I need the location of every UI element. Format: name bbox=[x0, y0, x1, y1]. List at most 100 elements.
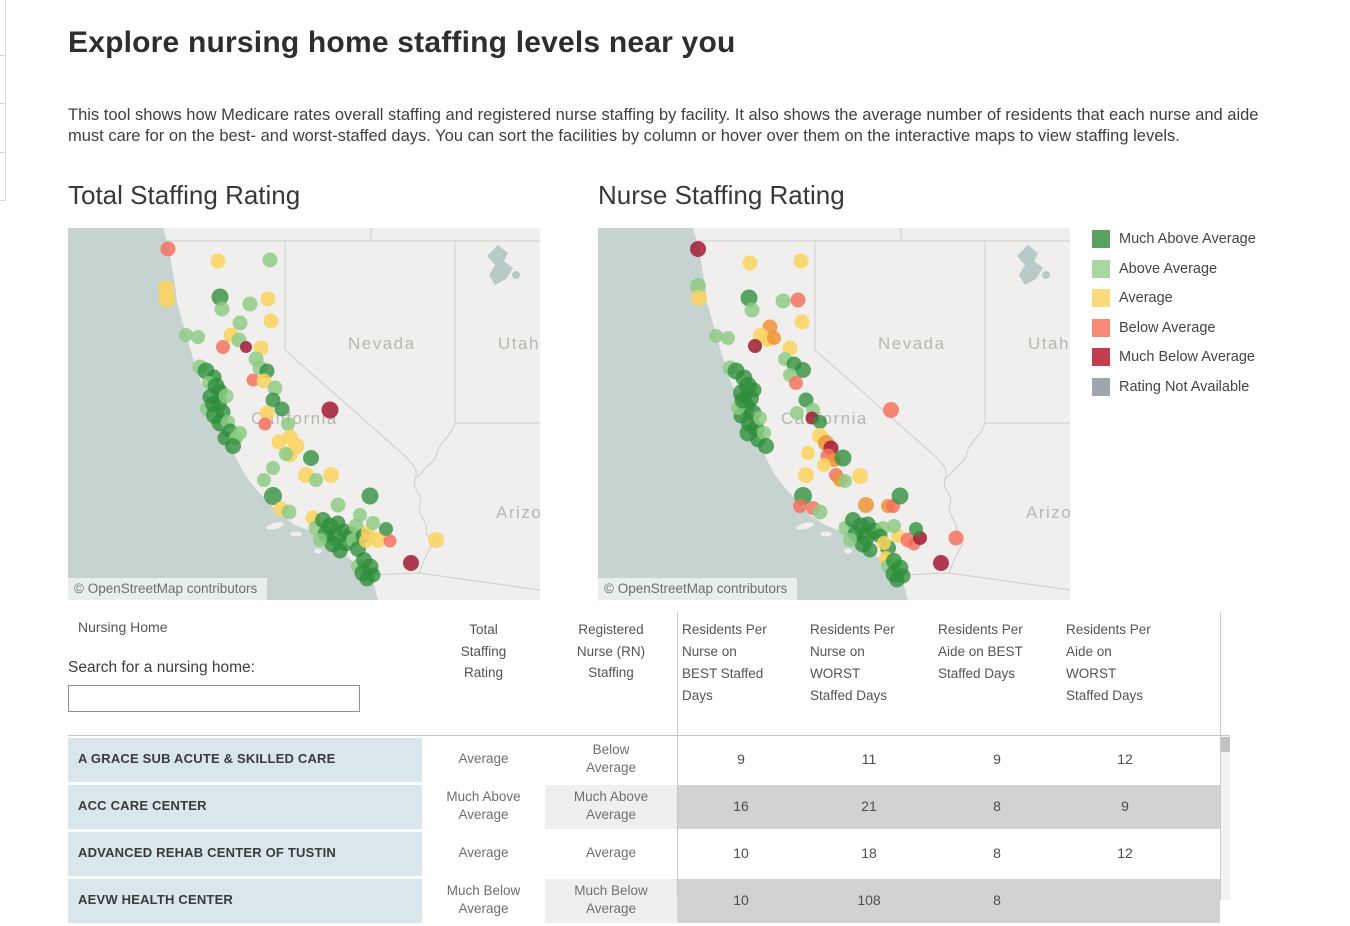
facility-dot[interactable] bbox=[323, 467, 339, 483]
facility-dot[interactable] bbox=[303, 450, 319, 466]
facility-dot[interactable] bbox=[263, 313, 279, 329]
facility-dot[interactable] bbox=[233, 426, 247, 440]
facility-dot[interactable] bbox=[313, 533, 327, 547]
legend-item[interactable]: Below Average bbox=[1092, 318, 1256, 337]
facility-dot[interactable] bbox=[205, 396, 221, 412]
facility-dot[interactable] bbox=[746, 382, 762, 398]
facility-dot[interactable] bbox=[240, 341, 252, 353]
facility-dot[interactable] bbox=[812, 504, 828, 520]
facility-dot[interactable] bbox=[218, 388, 234, 404]
vertical-scrollbar[interactable] bbox=[1221, 736, 1230, 900]
table-row[interactable]: ACC CARE CENTER Much Above Average Much Ab… bbox=[68, 785, 1220, 829]
facility-dot[interactable] bbox=[889, 572, 905, 588]
search-input[interactable] bbox=[68, 685, 360, 712]
facility-dot[interactable] bbox=[734, 391, 752, 409]
facility-dot[interactable] bbox=[891, 487, 909, 505]
facility-dot[interactable] bbox=[260, 291, 276, 307]
facility-dot[interactable] bbox=[933, 555, 949, 571]
facility-dot[interactable] bbox=[838, 474, 852, 488]
table-row[interactable]: ADVANCED REHAB CENTER OF TUSTIN Average Av… bbox=[68, 832, 1220, 876]
facility-dot[interactable] bbox=[321, 401, 339, 419]
facility-dot[interactable] bbox=[274, 401, 290, 417]
facility-dot[interactable] bbox=[795, 362, 811, 378]
facility-dot[interactable] bbox=[309, 473, 323, 487]
facility-dot[interactable] bbox=[366, 516, 380, 530]
facility-dot[interactable] bbox=[259, 405, 275, 421]
column-header-rn-staffing[interactable]: Registered Nurse (RN) Staffing bbox=[576, 622, 646, 681]
facility-dot[interactable] bbox=[740, 289, 758, 307]
facility-dot[interactable] bbox=[242, 296, 258, 312]
facility-dot[interactable] bbox=[758, 438, 774, 454]
facility-dot[interactable] bbox=[281, 417, 295, 431]
facility-dot[interactable] bbox=[210, 253, 226, 269]
column-header-aide-best[interactable]: Residents Per Aide on BEST Staffed Days bbox=[938, 622, 1023, 681]
facility-dot[interactable] bbox=[403, 555, 419, 571]
osm-attribution[interactable]: © OpenStreetMap contributors bbox=[68, 578, 268, 600]
column-header-nurse-best[interactable]: Residents Per Nurse on BEST Staffed Days bbox=[682, 622, 767, 703]
facility-dot[interactable] bbox=[793, 253, 809, 269]
facility-dot[interactable] bbox=[257, 473, 271, 487]
facility-dot[interactable] bbox=[179, 328, 193, 342]
legend-item[interactable]: Much Below Average bbox=[1092, 348, 1256, 366]
facility-dot[interactable] bbox=[813, 415, 827, 429]
facility-dot[interactable] bbox=[216, 340, 230, 354]
column-header-total-staffing[interactable]: Total Staffing Rating bbox=[460, 622, 507, 681]
facility-dot[interactable] bbox=[794, 314, 810, 330]
column-header-nursing-home[interactable]: Nursing Home bbox=[78, 619, 168, 635]
facility-dot[interactable] bbox=[742, 255, 758, 271]
facility-dot[interactable] bbox=[158, 290, 176, 308]
facility-dot[interactable] bbox=[858, 497, 874, 513]
facility-dot[interactable] bbox=[225, 438, 241, 454]
facility-dot[interactable] bbox=[877, 536, 891, 550]
facility-dot[interactable] bbox=[258, 417, 272, 431]
facility-dot[interactable] bbox=[379, 522, 393, 536]
facility-dot[interactable] bbox=[782, 340, 798, 356]
facility-dot[interactable] bbox=[330, 497, 346, 513]
table-row[interactable]: A GRACE SUB ACUTE & SKILLED CARE Average B… bbox=[68, 738, 1220, 782]
table-row[interactable]: AEVW HEALTH CENTER Much Below Average Much… bbox=[68, 879, 1220, 923]
facility-dot[interactable] bbox=[789, 376, 803, 390]
facility-dot[interactable] bbox=[191, 330, 205, 344]
facility-dot[interactable] bbox=[279, 447, 293, 461]
facility-dot[interactable] bbox=[744, 302, 760, 318]
facility-dot[interactable] bbox=[281, 504, 297, 520]
osm-attribution[interactable]: © OpenStreetMap contributors bbox=[598, 578, 798, 600]
facility-dot[interactable] bbox=[790, 406, 804, 420]
facility-dot[interactable] bbox=[909, 522, 923, 536]
facility-dot[interactable] bbox=[262, 252, 278, 268]
facility-dot[interactable] bbox=[246, 373, 260, 387]
facility-dot[interactable] bbox=[232, 315, 248, 331]
facility-dot[interactable] bbox=[359, 534, 373, 548]
facility-dot[interactable] bbox=[709, 329, 723, 343]
facility-dot[interactable] bbox=[370, 532, 386, 548]
total-staffing-map[interactable]: Nevada Utah Arizona California © OpenStr… bbox=[68, 228, 540, 600]
facility-dot[interactable] bbox=[690, 241, 706, 257]
column-header-aide-worst[interactable]: Residents Per Aide on WORST Staffed Days bbox=[1066, 622, 1151, 703]
facility-dot[interactable] bbox=[211, 288, 229, 306]
facility-dot[interactable] bbox=[843, 533, 857, 547]
facility-dot[interactable] bbox=[214, 301, 230, 317]
facility-dot[interactable] bbox=[817, 458, 831, 472]
facility-dot[interactable] bbox=[359, 571, 375, 587]
column-header-nurse-worst[interactable]: Residents Per Nurse on WORST Staffed Day… bbox=[810, 622, 895, 703]
facility-dot[interactable] bbox=[852, 468, 868, 484]
facility-dot[interactable] bbox=[775, 293, 791, 309]
scrollbar-thumb[interactable] bbox=[1221, 737, 1230, 752]
facility-dot[interactable] bbox=[748, 339, 762, 353]
facility-dot[interactable] bbox=[862, 542, 878, 558]
facility-dot[interactable] bbox=[948, 530, 964, 546]
facility-dot[interactable] bbox=[767, 331, 781, 345]
facility-dot[interactable] bbox=[264, 487, 282, 505]
facility-dot[interactable] bbox=[428, 532, 444, 548]
facility-dot[interactable] bbox=[757, 426, 771, 440]
legend-item[interactable]: Rating Not Available bbox=[1092, 377, 1256, 396]
facility-dot[interactable] bbox=[267, 380, 283, 396]
legend-item[interactable]: Above Average bbox=[1092, 259, 1256, 278]
facility-dot[interactable] bbox=[887, 519, 901, 533]
legend-item[interactable]: Average bbox=[1092, 289, 1256, 307]
facility-dot[interactable] bbox=[383, 534, 397, 548]
facility-dot[interactable] bbox=[721, 331, 735, 345]
facility-dot[interactable] bbox=[266, 461, 280, 475]
facility-dot[interactable] bbox=[798, 467, 814, 483]
facility-dot[interactable] bbox=[691, 290, 707, 306]
